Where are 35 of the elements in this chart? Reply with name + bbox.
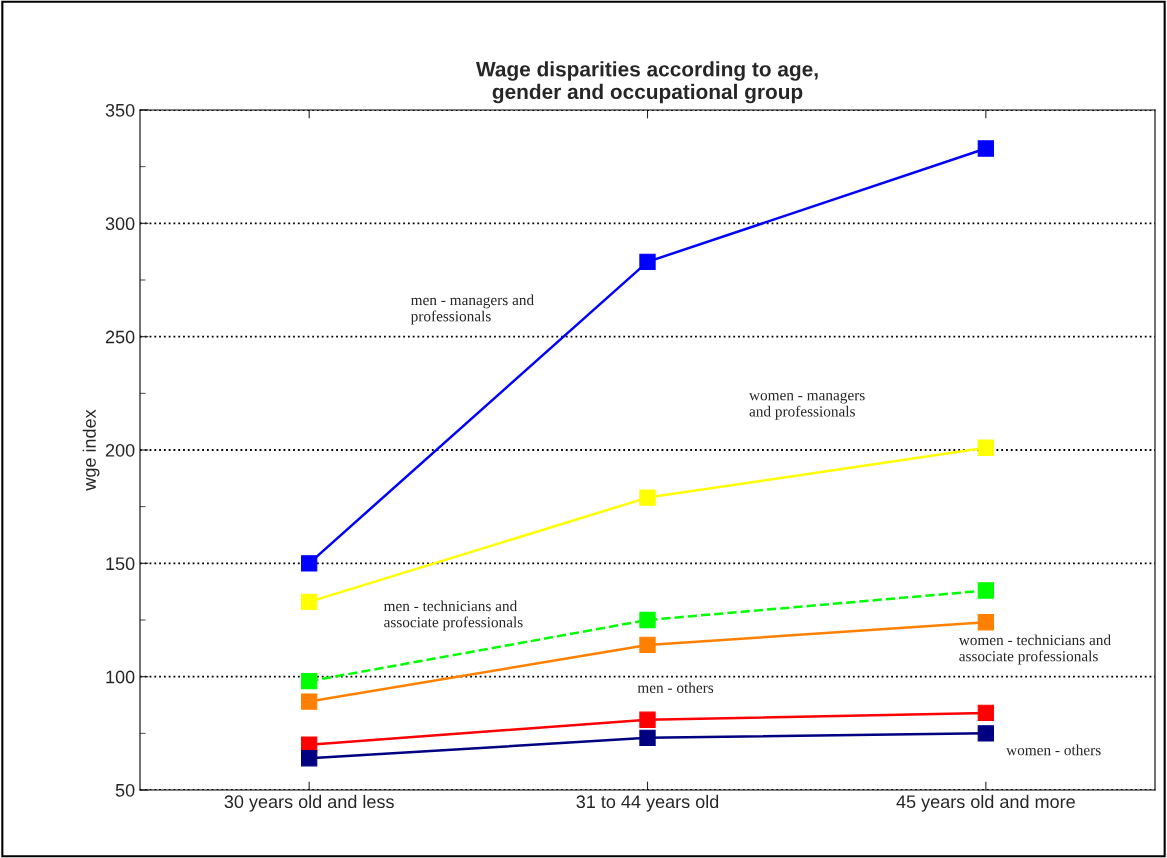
y-tick-label: 250 (105, 330, 135, 344)
point (977, 140, 994, 157)
x-tick-label: 30 years old and less (224, 794, 394, 812)
series-label: women - others (1006, 744, 1101, 756)
series-label: men - managers and professionals (410, 294, 534, 325)
point (301, 593, 318, 611)
point (639, 636, 656, 654)
y-tick-label: 50 (115, 783, 135, 797)
series-label: men - technicians and associate professionals (383, 600, 523, 631)
point (639, 611, 656, 629)
point (977, 704, 994, 722)
point (301, 673, 318, 690)
y-tick-label: 350 (105, 103, 135, 117)
y-tick-label: 200 (105, 443, 135, 457)
point (639, 711, 656, 728)
point (301, 693, 318, 710)
point (977, 614, 994, 631)
series-label: men - others (637, 682, 714, 693)
text: women - managers and professionals (749, 392, 865, 420)
point (639, 729, 656, 747)
point (639, 489, 656, 506)
point (301, 555, 318, 572)
x-tick-label: 45 years old and more (896, 794, 1075, 812)
point (977, 439, 994, 456)
y-tick-label: 300 (105, 217, 135, 231)
y-tick-label: 150 (106, 557, 135, 571)
point (301, 750, 318, 767)
chart-title: Wage disparities according to age, gender and occupational group (476, 61, 818, 104)
series-label: women - technicians and associate professionals (958, 634, 1111, 665)
point (977, 582, 994, 599)
y-tick-label: 100 (106, 670, 135, 684)
point (639, 253, 656, 271)
point (977, 725, 994, 742)
x-tick-label: 31 to 44 years old (576, 794, 719, 812)
y-axis-title: wge index (82, 409, 100, 491)
